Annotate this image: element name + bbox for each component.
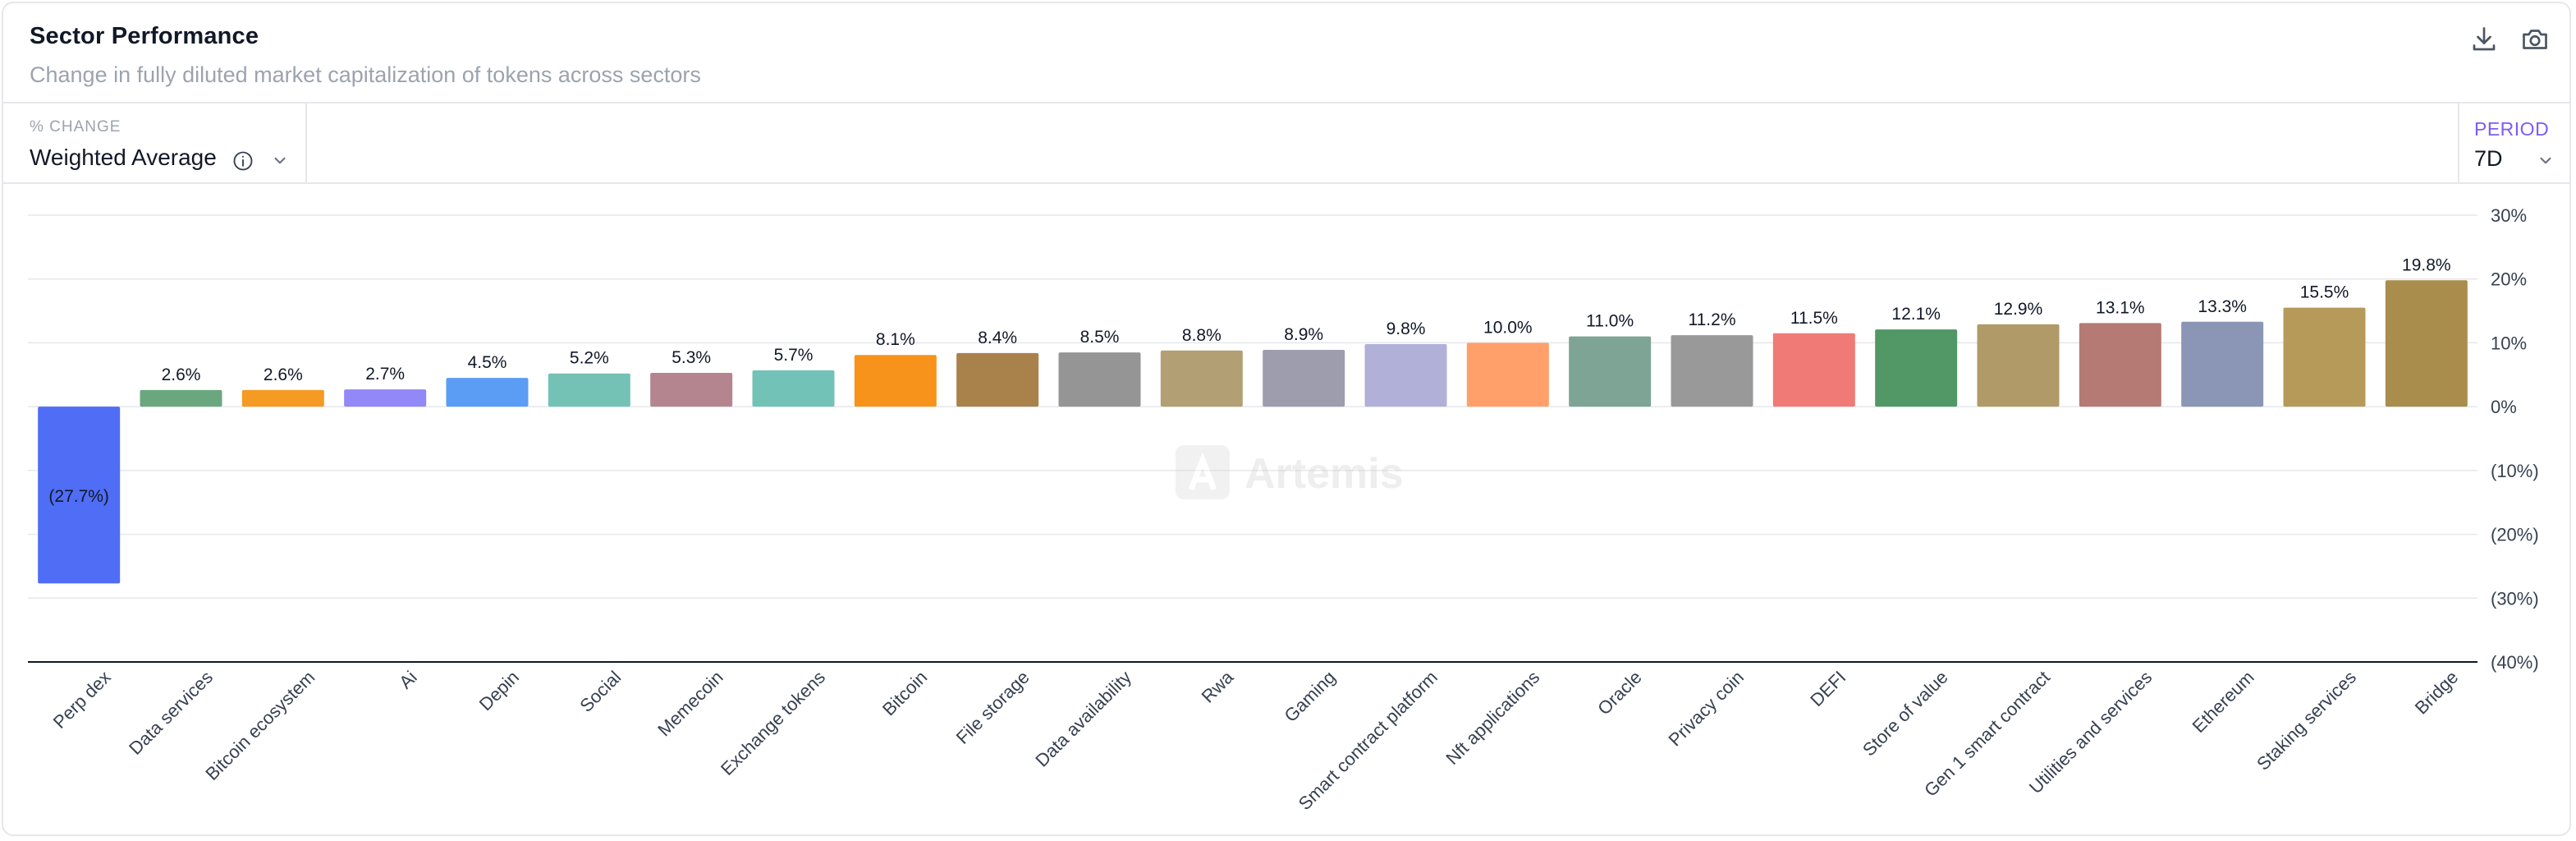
bar-value-label: 12.1% <box>1891 305 1941 324</box>
x-tick-label: Store of value <box>1859 667 1952 761</box>
bar-memecoin[interactable] <box>650 372 733 407</box>
bar-value-label: 8.5% <box>1080 328 1120 347</box>
bar-value-label: 8.9% <box>1284 325 1323 344</box>
period-label: PERIOD <box>2474 118 2550 140</box>
bar-privacy-coin[interactable] <box>1671 335 1753 407</box>
download-icon[interactable] <box>2468 23 2500 56</box>
bar-staking-services[interactable] <box>2283 307 2366 407</box>
x-tick-label: Gaming <box>1281 667 1340 726</box>
x-tick-label: Depin <box>475 667 523 715</box>
bar-value-label: 19.8% <box>2402 255 2451 274</box>
x-tick-label: DEFI <box>1806 667 1849 710</box>
bar-exchange-tokens[interactable] <box>752 370 835 407</box>
x-tick-label: Oracle <box>1593 667 1645 719</box>
bar-value-label: 13.1% <box>2096 298 2145 317</box>
y-tick-label: 20% <box>2491 269 2527 290</box>
x-tick-label: Ethereum <box>2189 667 2258 737</box>
x-tick-label: Rwa <box>1198 666 1238 706</box>
bar-value-label: 11.5% <box>1790 309 1838 328</box>
watermark-text: Artemis <box>1244 450 1404 498</box>
bar-value-label: (27.7%) <box>48 487 109 506</box>
metric-label: % CHANGE <box>30 118 121 136</box>
bar-value-label: 2.6% <box>162 365 201 384</box>
y-tick-label: (30%) <box>2491 588 2539 609</box>
x-tick-label: Exchange tokens <box>717 667 829 779</box>
period-dropdown[interactable]: PERIOD 7D <box>2458 103 2569 182</box>
chevron-down-icon <box>269 149 291 175</box>
x-tick-label: Social <box>575 667 625 716</box>
bar-value-label: 5.3% <box>672 348 711 367</box>
bar-value-label: 11.2% <box>1689 310 1736 329</box>
x-tick-label: Perp dex <box>49 667 115 733</box>
y-tick-label: (20%) <box>2491 525 2539 545</box>
x-tick-label: Nft applications <box>1442 667 1543 769</box>
metric-dropdown[interactable]: % CHANGE Weighted Average <box>3 103 307 182</box>
y-tick-label: 10% <box>2491 333 2527 353</box>
x-tick-label: Data services <box>125 667 217 759</box>
chart-subtitle: Change in fully diluted market capitaliz… <box>30 62 701 87</box>
x-tick-label: Bitcoin <box>878 667 931 719</box>
bar-value-label: 8.8% <box>1182 326 1222 345</box>
bar-social[interactable] <box>548 373 630 407</box>
bar-oracle[interactable] <box>1569 336 1652 407</box>
period-value: 7D <box>2474 146 2503 171</box>
bar-smart-contract-platform[interactable] <box>1364 343 1447 407</box>
bar-gen-1-smart-contract[interactable] <box>1977 324 2060 407</box>
artemis-watermark: Artemis <box>1176 445 1404 499</box>
x-tick-label: Ai <box>395 667 421 693</box>
bar-bitcoin-ecosystem[interactable] <box>241 389 324 407</box>
y-tick-label: 0% <box>2491 397 2517 417</box>
x-tick-label: Staking services <box>2253 667 2360 774</box>
bar-value-label: 8.1% <box>876 330 915 349</box>
bar-value-label: 11.0% <box>1586 312 1634 331</box>
bar-data-availability[interactable] <box>1058 352 1141 407</box>
bar-file-storage[interactable] <box>956 352 1039 407</box>
bar-utilities-and-services[interactable] <box>2079 323 2161 407</box>
x-tick-label: Privacy coin <box>1664 667 1748 751</box>
y-tick-label: (10%) <box>2491 461 2539 481</box>
bar-nft-applications[interactable] <box>1466 342 1549 407</box>
bar-perp-dex[interactable] <box>38 407 121 584</box>
bar-value-label: 12.9% <box>1994 300 2043 319</box>
bar-ai[interactable] <box>344 389 427 407</box>
bar-bridge[interactable] <box>2385 280 2468 407</box>
chart-controls: % CHANGE Weighted Average PERIOD 7D <box>3 103 2569 184</box>
bar-store-of-value[interactable] <box>1875 329 1958 407</box>
bar-value-label: 5.7% <box>774 346 814 365</box>
y-tick-label: (40%) <box>2491 652 2539 673</box>
x-tick-label: Bitcoin ecosystem <box>201 667 319 784</box>
chart-title: Sector Performance <box>30 23 259 49</box>
info-icon[interactable] <box>231 149 254 177</box>
bar-value-label: 5.2% <box>570 349 609 368</box>
chart-header: Sector Performance Change in fully dilut… <box>3 3 2569 103</box>
bar-defi[interactable] <box>1772 333 1855 407</box>
x-tick-label: Memecoin <box>653 667 727 740</box>
camera-icon[interactable] <box>2519 23 2551 56</box>
y-tick-label: 30% <box>2491 205 2527 226</box>
bar-value-label: 4.5% <box>468 353 507 372</box>
bar-value-label: 10.0% <box>1483 318 1533 337</box>
chevron-down-icon <box>2535 149 2556 175</box>
metric-value: Weighted Average <box>30 145 217 170</box>
bar-value-label: 13.3% <box>2198 297 2247 316</box>
x-tick-label: Data availability <box>1031 667 1135 771</box>
bar-value-label: 9.8% <box>1387 319 1426 338</box>
bar-depin[interactable] <box>446 378 529 407</box>
bar-ethereum[interactable] <box>2181 321 2264 407</box>
bar-value-label: 15.5% <box>2300 283 2349 302</box>
bar-gaming[interactable] <box>1263 349 1345 407</box>
sector-bar-chart: Artemis (27.7%) 2.6% 2.6% 2.7% 4.5% 5.2% 5.3% 5… <box>28 205 2539 814</box>
bar-value-label: 2.7% <box>365 365 405 384</box>
bar-value-label: 2.6% <box>264 365 303 384</box>
bar-bitcoin[interactable] <box>854 355 937 407</box>
x-tick-label: Bridge <box>2411 667 2463 719</box>
bar-data-services[interactable] <box>140 389 222 407</box>
x-tick-label: File storage <box>952 667 1034 748</box>
bar-value-label: 8.4% <box>978 329 1017 347</box>
bar-rwa[interactable] <box>1160 350 1243 407</box>
